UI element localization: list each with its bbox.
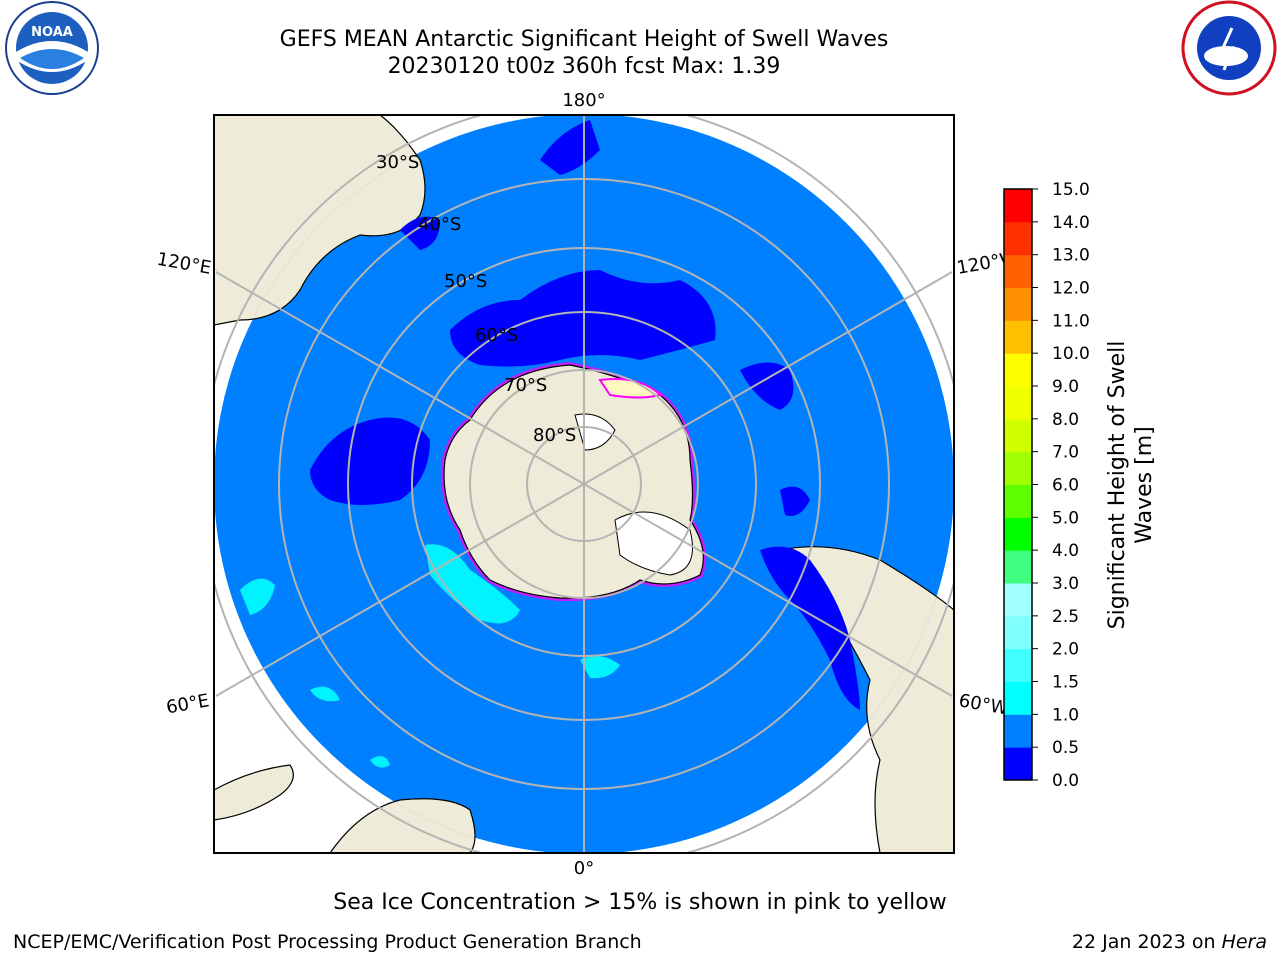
- map-frame: [213, 114, 955, 854]
- page-title: GEFS MEAN Antarctic Significant Height o…: [0, 26, 1168, 80]
- colorbar-tick-label: 12.0: [1052, 279, 1090, 299]
- noaa-logo-text: NOAA: [31, 25, 73, 40]
- colorbar-tick-label: 0.0: [1052, 771, 1079, 791]
- colorbar-tick-label: 8.0: [1052, 410, 1079, 430]
- colorbar-segment: [1004, 353, 1032, 387]
- graticule: [214, 115, 954, 853]
- colorbar-tick-label: 0.5: [1052, 738, 1079, 758]
- map-area: [214, 115, 954, 853]
- colorbar-segment: [1004, 451, 1032, 485]
- title-line-2: 20230120 t00z 360h fcst Max: 1.39: [387, 54, 781, 79]
- date-stamp-text: 22 Jan 2023 on: [1071, 931, 1222, 953]
- colorbar-segment: [1004, 320, 1032, 354]
- colorbar-segment: [1004, 714, 1032, 748]
- colorbar-tick-label: 14.0: [1052, 213, 1090, 233]
- colorbar-tick-label: 5.0: [1052, 508, 1079, 528]
- lat-label-50s: 50°S: [444, 271, 487, 292]
- weddell-sea-ice: [614, 511, 693, 576]
- noaa-logo: NOAA: [5, 1, 99, 95]
- colorbar-segment: [1004, 418, 1032, 453]
- madagascar-land: [214, 764, 294, 821]
- colorbar-segment: [1004, 747, 1032, 781]
- colorbar-segment: [1004, 517, 1032, 551]
- colorbar-tick-label: 15.0: [1052, 180, 1090, 200]
- credit-text: NCEP/EMC/Verification Post Processing Pr…: [13, 931, 642, 953]
- colorbar-tick-label: 10.0: [1052, 344, 1090, 364]
- lat-label-80s: 80°S: [533, 425, 576, 446]
- colorbar-segment: [1004, 189, 1032, 223]
- colorbar-segment: [1004, 287, 1032, 321]
- lat-label-70s: 70°S: [504, 375, 547, 396]
- cyan-swell-patches: [240, 544, 620, 768]
- title-line-1: GEFS MEAN Antarctic Significant Height o…: [279, 27, 889, 52]
- colorbar: 0.0 0.5 1.0 1.5 2.0 2.5 3.0 4.0 5.0 6.0 7.0 8.0 9.0 1…: [1003, 180, 1090, 791]
- lat-label-60s: 60°S: [475, 325, 518, 346]
- colorbar-tick-label: 1.5: [1052, 673, 1079, 693]
- colorbar-label-line1: Significant Height of Swell: [1105, 341, 1130, 630]
- lat-label-40s: 40°S: [418, 214, 461, 235]
- sea-ice-patch: [598, 378, 662, 399]
- lon-label-120e: 120°E: [155, 249, 213, 279]
- colorbar-tick-label: 11.0: [1052, 311, 1090, 331]
- colorbar-tick-label: 2.0: [1052, 640, 1079, 660]
- date-stamp: 22 Jan 2023 on Hera: [1072, 931, 1267, 953]
- lon-label-60w: 60°W: [957, 690, 1010, 719]
- colorbar-tick-label: 6.0: [1052, 476, 1079, 496]
- colorbar-segment: [1004, 615, 1032, 650]
- colorbar-segment: [1004, 221, 1032, 256]
- colorbar-segment: [1004, 484, 1032, 518]
- lat-label-30s: 30°S: [376, 152, 419, 173]
- colorbar-segment: [1004, 648, 1032, 682]
- colorbar-segment: [1004, 681, 1032, 715]
- colorbar-tick-label: 4.0: [1052, 541, 1079, 561]
- colorbar-tick-label: 13.0: [1052, 246, 1090, 266]
- colorbar-tick-label: 7.0: [1052, 443, 1079, 463]
- colorbar-label-line2: Waves [m]: [1132, 426, 1157, 543]
- colorbar-segment: [1004, 550, 1032, 584]
- nws-logo: [1181, 0, 1277, 96]
- lon-label-60e: 60°E: [165, 690, 211, 718]
- colorbar-tick-label: 1.0: [1052, 705, 1079, 725]
- lon-label-0: 0°: [574, 858, 594, 879]
- colorbar-segment: [1004, 254, 1032, 288]
- footnote: Sea Ice Concentration > 15% is shown in …: [333, 890, 947, 915]
- colorbar-segment: [1004, 386, 1032, 420]
- colorbar-tick-label: 2.5: [1052, 607, 1079, 627]
- date-stamp-host: Hera: [1221, 931, 1267, 953]
- colorbar-segment: [1004, 583, 1032, 617]
- colorbar-tick-label: 9.0: [1052, 377, 1079, 397]
- lon-label-180: 180°: [562, 90, 605, 111]
- colorbar-tick-label: 3.0: [1052, 574, 1079, 594]
